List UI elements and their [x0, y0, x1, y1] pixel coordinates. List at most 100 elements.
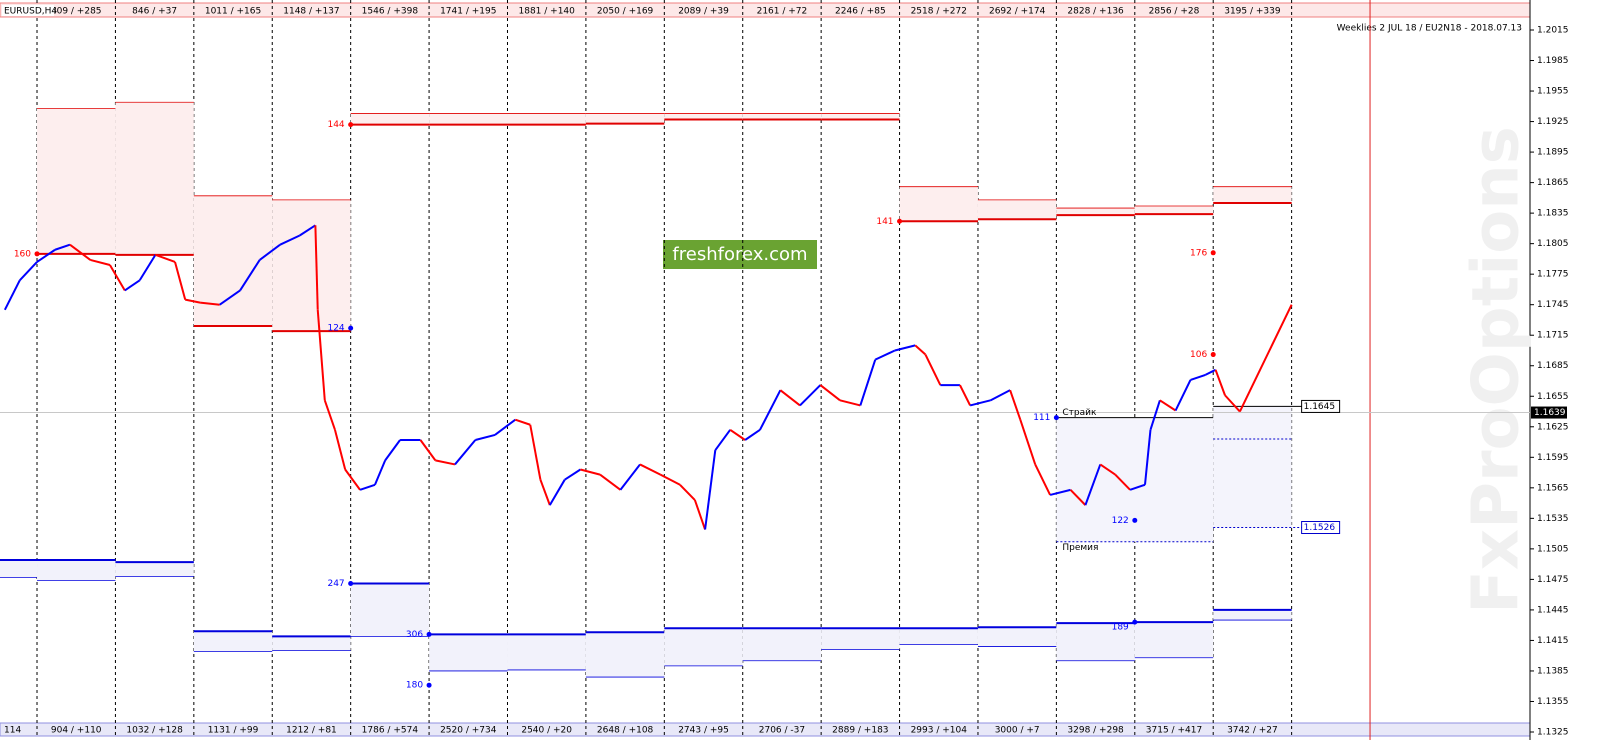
- y-tick-label: 1.1895: [1537, 148, 1569, 158]
- price-segment: [419, 439, 437, 461]
- level-marker: [1132, 619, 1138, 625]
- level-band: [193, 195, 273, 327]
- level-band: [742, 113, 822, 120]
- level-band: [821, 628, 900, 650]
- watermark: FxProOptions: [1460, 126, 1534, 614]
- price-segment: [539, 479, 551, 506]
- level-marker: [1132, 517, 1138, 523]
- y-tick-label: 1.1505: [1537, 544, 1569, 554]
- price-segment: [990, 389, 1011, 402]
- y-tick-label: 1.1745: [1537, 300, 1569, 310]
- price-segment: [1019, 419, 1037, 465]
- y-tick-label: 1.1715: [1537, 331, 1569, 341]
- level-band: [429, 113, 508, 125]
- price-label: 1.1645: [1304, 402, 1336, 412]
- premium-label: Премия: [1062, 543, 1098, 553]
- bottom-label: 2520 / +734: [440, 726, 497, 736]
- symbol-label: EURUSD,H4: [4, 7, 57, 17]
- level-band: [37, 108, 116, 254]
- price-segment: [185, 298, 201, 304]
- y-tick-label: 1.1415: [1537, 636, 1569, 646]
- symbol-box: [2, 5, 54, 16]
- price-segment: [639, 463, 661, 476]
- price-segment: [914, 344, 927, 356]
- marker-label: 189: [1112, 623, 1129, 633]
- price-segment: [744, 429, 761, 441]
- price-segment: [1034, 463, 1052, 496]
- price-segment: [239, 259, 261, 291]
- top-label: 2828 / +136: [1067, 7, 1124, 17]
- y-tick-label: 1.1475: [1537, 575, 1569, 585]
- level-band: [115, 102, 194, 255]
- level-band: [585, 632, 665, 678]
- level-band: [977, 627, 1057, 647]
- price-segment: [1049, 488, 1071, 496]
- level-band: [1213, 609, 1292, 621]
- price-segment: [1099, 463, 1116, 476]
- level-band: [1056, 623, 1135, 661]
- y-tick-label: 1.1835: [1537, 209, 1569, 219]
- price-segment: [679, 484, 696, 501]
- price-segment: [580, 468, 601, 476]
- level-marker: [426, 682, 432, 688]
- level-band: [664, 628, 743, 666]
- price-segment: [219, 289, 241, 306]
- price-box: [1301, 399, 1341, 413]
- marker-label: 106: [1190, 350, 1207, 360]
- level-band: [899, 628, 978, 645]
- level-marker: [426, 631, 432, 637]
- bottom-label: 1786 / +574: [362, 726, 419, 736]
- marker-label: 176: [1190, 248, 1207, 258]
- price-segment: [374, 459, 387, 486]
- price-segment: [1214, 369, 1226, 396]
- top-label: 809 / +285: [51, 7, 102, 17]
- price-segment: [1224, 394, 1241, 413]
- level-band: [977, 199, 1057, 220]
- level-marker: [348, 122, 354, 128]
- top-label: 2856 / +28: [1149, 7, 1200, 17]
- level-marker: [1053, 415, 1059, 421]
- marker-label: 160: [14, 249, 31, 259]
- level-band: [1056, 208, 1135, 216]
- price-segment: [1084, 464, 1102, 506]
- y-tick-label: 1.1625: [1537, 422, 1569, 432]
- forecast-zone: [1213, 406, 1292, 528]
- price-segment: [969, 399, 991, 407]
- y-tick-label: 1.1535: [1537, 514, 1569, 524]
- bottom-label: 3298 / +298: [1067, 726, 1124, 736]
- top-label: 2518 / +272: [911, 7, 967, 17]
- price-segment: [1069, 489, 1087, 506]
- bottom-label: 2889 / +183: [832, 726, 888, 736]
- price-segment: [138, 254, 157, 281]
- top-label: 2089 / +39: [678, 7, 729, 17]
- price-segment: [1190, 373, 1206, 381]
- marker-label: 111: [1033, 413, 1050, 423]
- price-segment: [1143, 429, 1152, 485]
- level-marker: [348, 325, 354, 331]
- level-band: [1134, 622, 1214, 658]
- y-tick-label: 1.1775: [1537, 270, 1569, 280]
- bottom-label: 904 / +110: [51, 726, 102, 736]
- price-segment: [109, 264, 126, 291]
- price-segment: [1009, 389, 1022, 420]
- bottom-label: 114: [4, 726, 21, 736]
- top-label: 2246 / +85: [835, 7, 886, 17]
- price-segment: [1204, 368, 1217, 376]
- level-band: [821, 113, 900, 120]
- price-segment: [704, 450, 717, 530]
- price-segment: [714, 429, 731, 451]
- level-band: [1134, 206, 1214, 215]
- price-box: [1301, 521, 1341, 535]
- price-segment: [200, 301, 220, 306]
- level-band: [899, 186, 978, 222]
- price-segment: [155, 253, 176, 263]
- price-segment: [564, 468, 581, 481]
- marker-label: 247: [327, 579, 344, 589]
- level-band: [1213, 186, 1292, 203]
- price-segment: [874, 349, 896, 361]
- price-segment: [599, 473, 622, 491]
- price-segment: [659, 473, 681, 486]
- price-segment: [279, 234, 301, 246]
- price-segment: [529, 424, 542, 480]
